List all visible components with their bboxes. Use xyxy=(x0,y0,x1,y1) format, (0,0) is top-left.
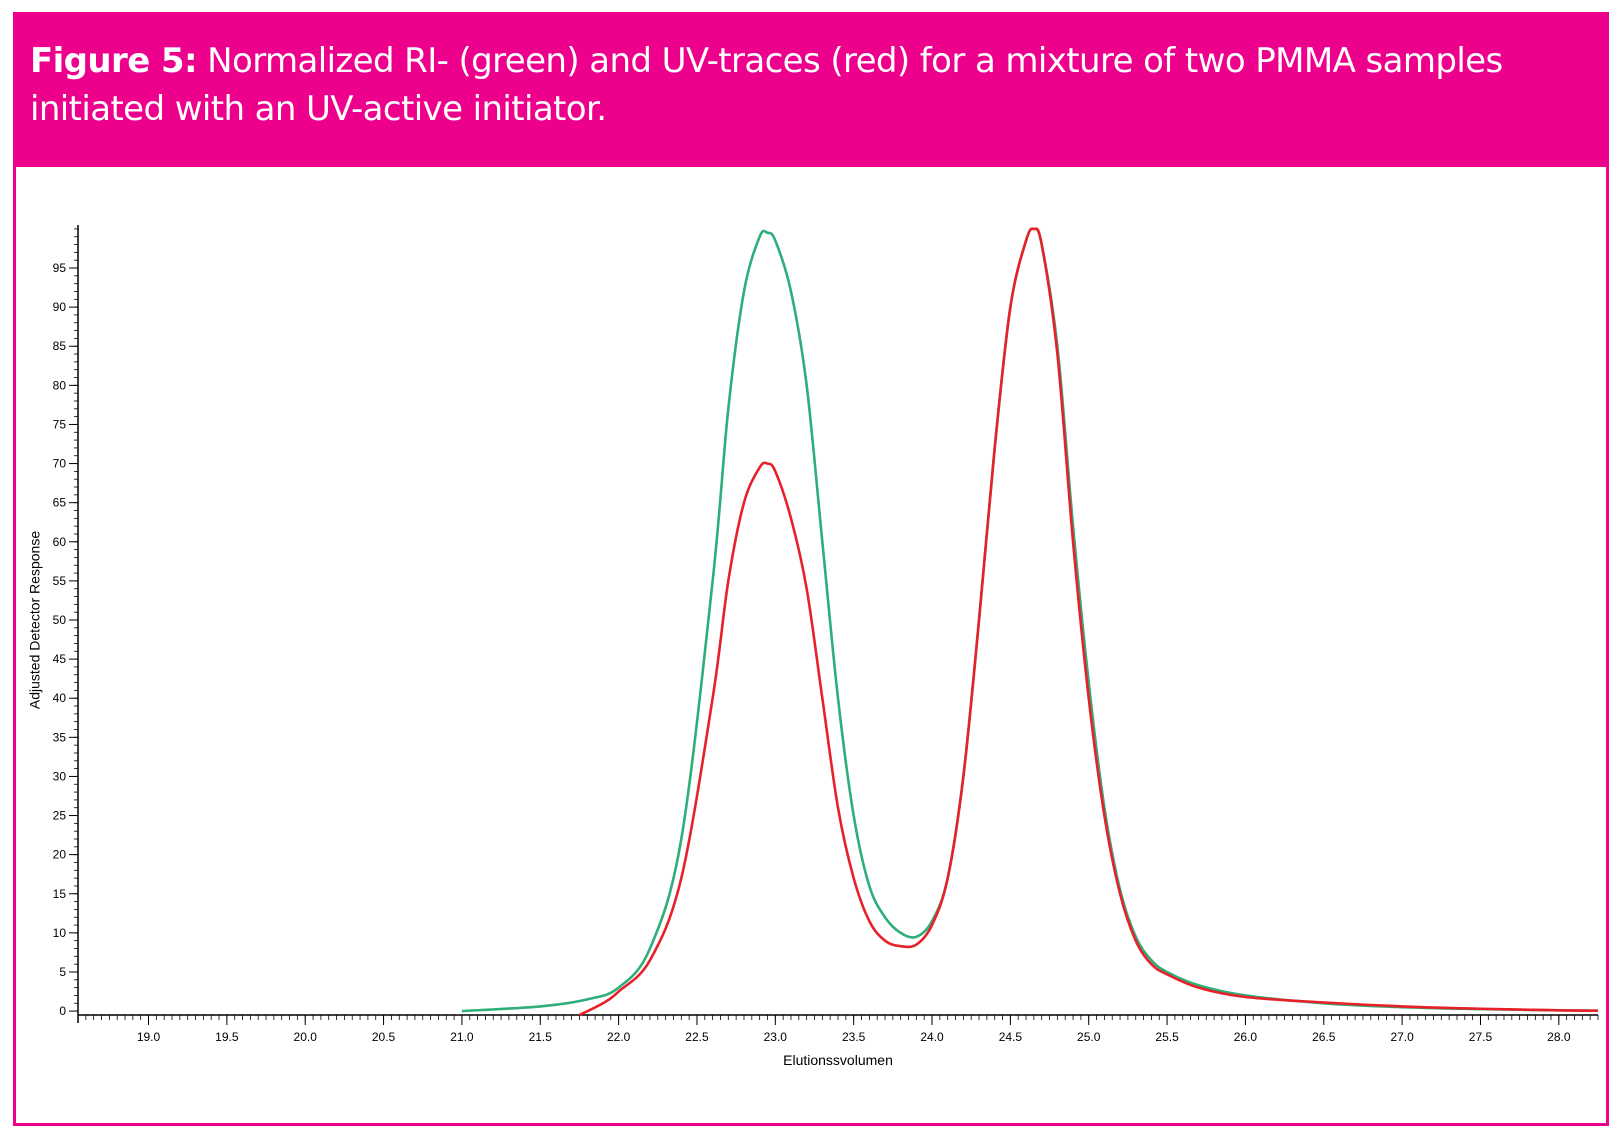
series-layer xyxy=(461,227,1599,1017)
x-tick-label: 21.5 xyxy=(529,1030,553,1044)
y-tick-label: 85 xyxy=(53,339,67,353)
y-tick-label: 90 xyxy=(53,300,67,314)
series-line-ri xyxy=(461,227,1599,1013)
x-tick-label: 24.5 xyxy=(999,1030,1023,1044)
x-axis-ticks: 19.0 19.5 20.0 20.5 21.0 21.5 22.0 22.5 23.0 23.5… xyxy=(137,1015,1571,1044)
y-axis-ticks: 0 5 10 15 20 25 30 35 40 45 50 55 60 65 70 75 80 85 90 95 xyxy=(53,261,78,1018)
figure-caption: Normalized RI- (green) and UV-traces (re… xyxy=(30,41,1503,129)
x-tick-label: 23.0 xyxy=(764,1030,788,1044)
figure-frame: Figure 5: Normalized RI- (green) and UV-… xyxy=(13,12,1609,1126)
x-tick-label: 20.0 xyxy=(294,1030,318,1044)
x-tick-label: 21.0 xyxy=(450,1030,474,1044)
y-tick-label: 5 xyxy=(59,965,66,979)
x-tick-label: 26.5 xyxy=(1312,1030,1336,1044)
y-tick-label: 20 xyxy=(53,848,67,862)
x-tick-label: 22.5 xyxy=(685,1030,709,1044)
y-tick-label: 75 xyxy=(53,417,67,431)
y-tick-label: 25 xyxy=(53,809,67,823)
x-tick-label: 25.5 xyxy=(1155,1030,1179,1044)
figure-caption-banner: Figure 5: Normalized RI- (green) and UV-… xyxy=(16,15,1606,167)
x-minor-ticks xyxy=(77,1015,1599,1020)
x-tick-label: 19.5 xyxy=(215,1030,239,1044)
x-tick-label: 24.0 xyxy=(920,1030,944,1044)
y-axis-title: Adjusted Detector Response xyxy=(27,531,43,709)
y-tick-label: 40 xyxy=(53,691,67,705)
x-tick-label: 27.5 xyxy=(1469,1030,1493,1044)
x-tick-label: 26.0 xyxy=(1234,1030,1258,1044)
series-line-uv xyxy=(578,227,1599,1017)
y-tick-label: 70 xyxy=(53,457,67,471)
x-tick-label: 25.0 xyxy=(1077,1030,1101,1044)
y-tick-label: 50 xyxy=(53,613,67,627)
y-tick-label: 60 xyxy=(53,535,67,549)
x-tick-label: 20.5 xyxy=(372,1030,396,1044)
y-tick-label: 0 xyxy=(59,1004,66,1018)
x-tick-label: 28.0 xyxy=(1547,1030,1571,1044)
figure-label: Figure 5: xyxy=(30,41,198,81)
x-tick-label: 23.5 xyxy=(842,1030,866,1044)
x-axis-title: Elutionssvolumen xyxy=(783,1052,893,1068)
x-tick-label: 22.0 xyxy=(607,1030,631,1044)
x-tick-label: 19.0 xyxy=(137,1030,161,1044)
y-tick-label: 95 xyxy=(53,261,67,275)
y-tick-label: 35 xyxy=(53,730,67,744)
x-tick-label: 27.0 xyxy=(1390,1030,1414,1044)
y-tick-label: 55 xyxy=(53,574,67,588)
y-tick-label: 30 xyxy=(53,769,67,783)
y-tick-label: 45 xyxy=(53,652,67,666)
y-tick-label: 10 xyxy=(53,926,67,940)
y-tick-label: 65 xyxy=(53,496,67,510)
y-tick-label: 15 xyxy=(53,887,67,901)
y-tick-label: 80 xyxy=(53,378,67,392)
